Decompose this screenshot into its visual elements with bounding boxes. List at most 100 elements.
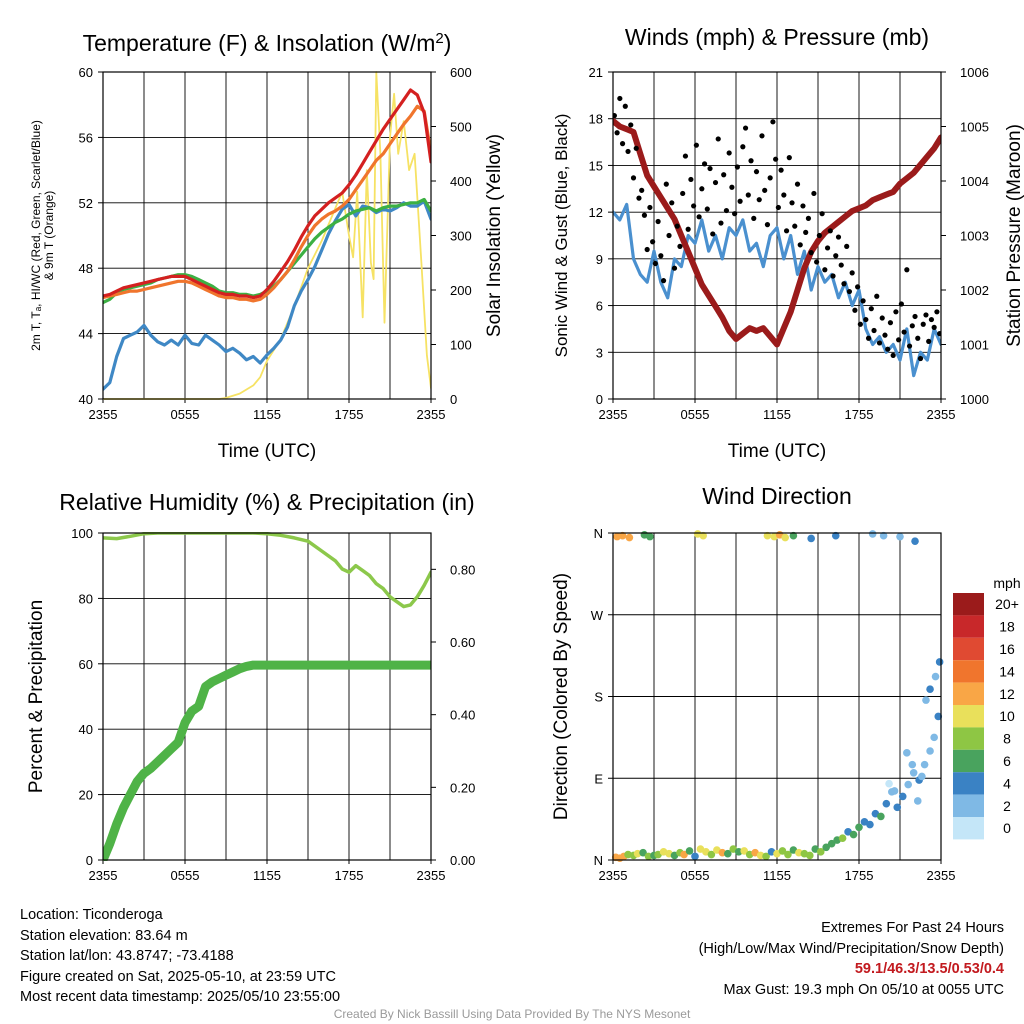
colorbar-label: 2	[1003, 798, 1011, 814]
humidity-ytick-label: 100	[71, 526, 93, 541]
colorbar-swatch	[953, 637, 984, 661]
winds-xtick-label: 0555	[681, 407, 710, 422]
humidity-ytick-label: 60	[79, 657, 93, 672]
colorbar-label: 20+	[995, 596, 1019, 612]
direction-point	[922, 696, 930, 704]
humidity-xtick-label: 2355	[417, 868, 446, 883]
winds-gust-point	[871, 327, 877, 334]
winds-y2tick-label: 1002	[960, 283, 989, 298]
direction-ytick-label: N	[594, 526, 603, 541]
colorbar-swatch	[953, 794, 984, 817]
temperature-series-line-4	[103, 88, 431, 300]
winds-gust-point	[762, 187, 768, 193]
winds-gust-point	[685, 226, 691, 232]
winds-gust-point	[868, 306, 874, 312]
winds-series-group	[613, 95, 941, 378]
direction-xtick-label: 1755	[845, 868, 874, 883]
winds-gust-point	[887, 320, 894, 326]
station-location: Location: Ticonderoga	[20, 907, 163, 923]
direction-point	[724, 849, 732, 858]
winds-gust-point	[764, 222, 771, 228]
temperature-ytick-label: 60	[79, 65, 93, 80]
temperature-ytick-label: 56	[79, 130, 93, 145]
winds-gust-point	[613, 113, 617, 119]
winds-gust-point	[669, 200, 675, 206]
winds-gust-point	[890, 352, 896, 358]
winds-xtick-label: 1155	[763, 407, 791, 422]
winds-gust-point	[882, 332, 888, 338]
direction-point	[816, 848, 825, 856]
winds-gust-point	[920, 321, 926, 327]
humidity-ytick-label: 80	[79, 591, 93, 606]
winds-gust-point	[874, 293, 880, 299]
direction-ytick-label: E	[594, 771, 603, 786]
temperature-title: Temperature (F) & Insolation (W/m2)	[83, 30, 452, 57]
direction-point	[868, 530, 877, 538]
winds-series-line-0	[613, 202, 941, 378]
direction-point	[903, 749, 911, 757]
temperature-y2tick-label: 100	[450, 338, 472, 353]
winds-gust-point	[666, 232, 672, 239]
max-gust: Max Gust: 19.3 mph On 05/10 at 0055 UTC	[723, 981, 1004, 998]
direction-point	[930, 733, 938, 742]
direction-ytick-label: W	[591, 608, 604, 623]
direction-point	[762, 852, 770, 861]
direction-point	[911, 537, 919, 545]
winds-gust-point	[641, 212, 648, 218]
direction-point	[879, 531, 888, 540]
direction-xtick-label: 2355	[927, 868, 956, 883]
colorbar-swatch	[953, 660, 984, 683]
humidity-title: Relative Humidity (%) & Precipitation (i…	[59, 489, 474, 515]
winds-gust-point	[655, 218, 661, 225]
winds-gust-point	[912, 313, 918, 320]
winds-gust-point	[797, 242, 803, 248]
humidity-y2tick-label: 0.40	[450, 708, 475, 723]
winds-gust-point	[756, 197, 762, 203]
humidity-y2tick-label: 0.00	[450, 853, 475, 868]
winds-gust-point	[893, 309, 899, 315]
temperature-ylabel: & 9m T (Orange)	[42, 191, 56, 281]
winds-gust-point	[852, 307, 858, 313]
credit-line: Created By Nick Bassill Using Data Provi…	[333, 1007, 691, 1021]
winds-gust-point	[819, 211, 825, 217]
winds-gust-point	[737, 198, 743, 204]
direction-point	[781, 533, 789, 542]
winds-gust-point	[636, 195, 642, 201]
station-latlon: Station lat/lon: 43.8747; -73.4188	[20, 948, 234, 964]
direction-point	[763, 531, 772, 540]
winds-gust-point	[805, 215, 812, 221]
winds-gust-point	[718, 220, 724, 226]
winds-gust-point	[879, 315, 885, 321]
winds-gust-point	[822, 267, 828, 273]
winds-y2tick-label: 1005	[960, 120, 989, 135]
winds-plot-border	[612, 71, 942, 400]
direction-point	[904, 780, 912, 789]
winds-y2tick-label: 1006	[960, 65, 989, 80]
direction-point	[896, 532, 904, 541]
winds-gust-point	[759, 133, 765, 139]
direction-point	[778, 847, 787, 855]
winds-gust-point	[682, 153, 689, 159]
winds-ytick-label: 15	[589, 158, 603, 173]
winds-gust-point	[934, 309, 940, 315]
colorbar-label: 4	[1003, 775, 1011, 791]
winds-gust-point	[844, 243, 850, 249]
extremes-title: Extremes For Past 24 Hours	[821, 920, 1004, 936]
winds-gust-point	[707, 165, 713, 172]
winds-y2tick-label: 1004	[960, 174, 989, 189]
winds-gust-point	[778, 167, 784, 173]
direction-point	[827, 839, 836, 848]
winds-gust-point	[663, 181, 669, 187]
winds-gust-point	[740, 144, 746, 150]
direction-point	[646, 532, 654, 541]
direction-point	[934, 712, 943, 721]
winds-gust-point	[644, 246, 650, 253]
direction-point	[849, 830, 858, 839]
direction-ytick-label: S	[594, 690, 603, 705]
humidity-y2tick-label: 0.60	[450, 635, 475, 650]
winds-gust-point	[674, 223, 680, 229]
humidity-ylabel: Percent & Precipitation	[26, 600, 47, 793]
direction-xtick-label: 1155	[763, 868, 791, 883]
winds-gust-point	[901, 329, 907, 335]
